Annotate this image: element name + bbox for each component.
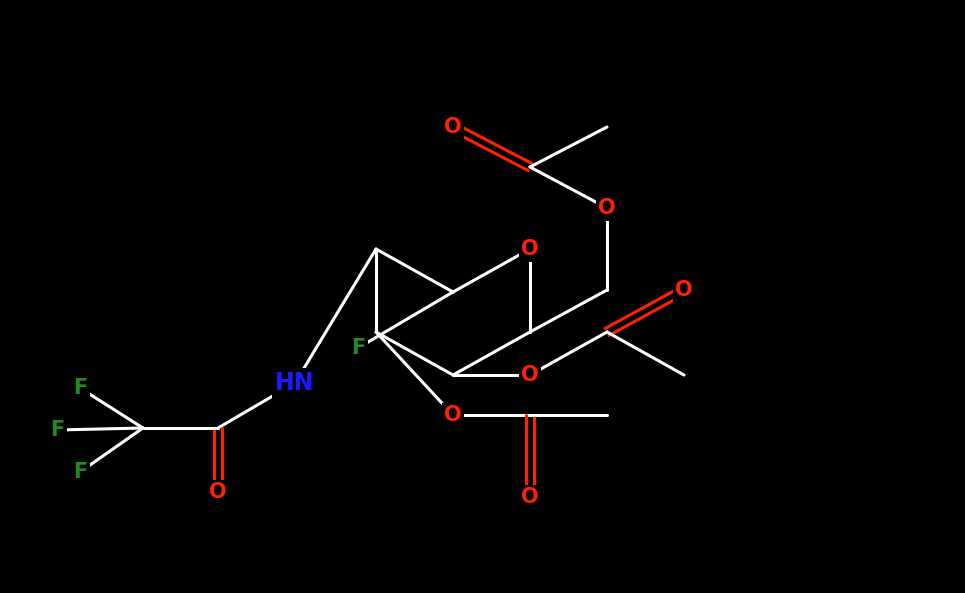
Text: O: O: [209, 482, 227, 502]
Text: F: F: [73, 462, 87, 482]
Text: O: O: [444, 117, 462, 137]
Text: HN: HN: [275, 371, 315, 395]
Text: O: O: [676, 280, 693, 300]
Text: F: F: [50, 420, 64, 440]
Text: F: F: [351, 338, 365, 358]
Text: O: O: [521, 365, 538, 385]
Text: O: O: [444, 405, 462, 425]
Text: F: F: [73, 378, 87, 398]
Text: O: O: [598, 198, 616, 218]
Text: O: O: [521, 239, 538, 259]
Text: O: O: [521, 487, 538, 507]
